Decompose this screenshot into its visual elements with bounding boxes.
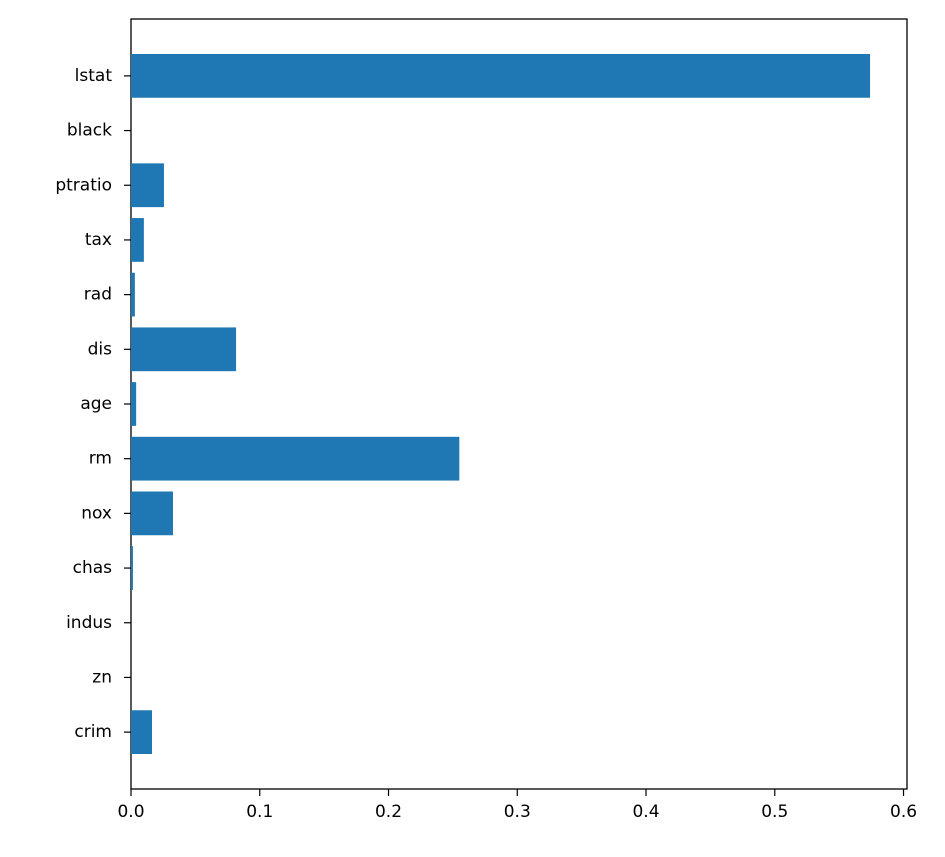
y-tick-label: indus [66, 613, 112, 633]
y-tick-label: ptratio [55, 175, 112, 195]
y-tick-label: lstat [75, 66, 113, 86]
bar [131, 272, 135, 317]
y-tick-label: zn [92, 667, 112, 687]
y-tick-label: chas [73, 558, 113, 578]
bar [131, 546, 133, 590]
x-tick-label: 0.6 [890, 802, 917, 822]
plot-frame [130, 18, 908, 790]
y-tick-label: tax [85, 230, 112, 250]
bar [131, 54, 871, 98]
bar [131, 491, 173, 536]
bar [131, 382, 137, 426]
bar [131, 710, 152, 754]
x-tick-label: 0.1 [246, 802, 273, 822]
y-tick-label: age [80, 394, 112, 414]
bar [131, 436, 460, 481]
y-tick-label: rm [89, 449, 112, 469]
bar [131, 327, 237, 372]
x-tick-label: 0.5 [761, 802, 788, 822]
y-tick-label: rad [84, 285, 112, 305]
bar [131, 163, 164, 208]
bar [131, 218, 144, 262]
x-tick-label: 0.0 [117, 802, 144, 822]
y-tick-label: black [67, 121, 112, 141]
y-tick-label: crim [74, 722, 112, 742]
y-tick-label: dis [88, 339, 113, 359]
x-tick-label: 0.4 [632, 802, 659, 822]
x-tick-label: 0.3 [504, 802, 531, 822]
y-tick-label: nox [81, 503, 112, 523]
x-tick-label: 0.2 [375, 802, 402, 822]
